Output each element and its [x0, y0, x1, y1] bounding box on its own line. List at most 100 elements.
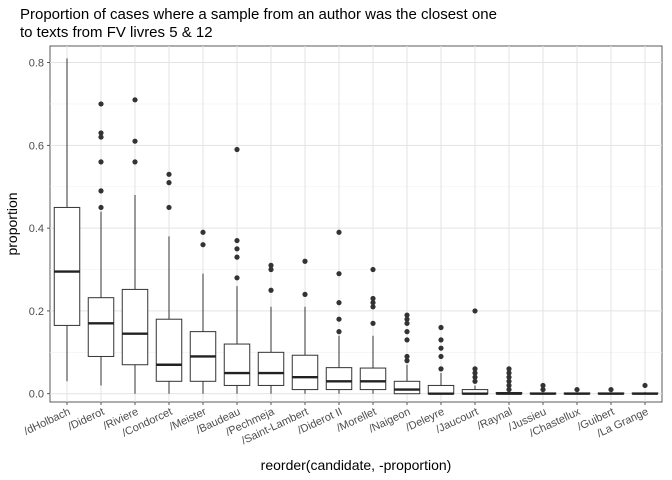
outlier-point [234, 254, 240, 260]
outlier-point [642, 382, 648, 389]
outlier-point [132, 97, 138, 103]
box-jussieu [529, 382, 557, 395]
box-diderot [87, 101, 115, 386]
box-naigeon [393, 312, 421, 395]
outlier-point [370, 300, 376, 306]
box-iqr [121, 288, 149, 366]
box-pechmeja [257, 262, 285, 394]
outlier-point [404, 320, 410, 326]
outlier-point [132, 138, 138, 144]
outlier-point [98, 159, 104, 165]
y-axis-ticks: 0.0 0.2 0.4 0.6 0.8 [29, 58, 50, 401]
outlier-point [336, 229, 342, 235]
x-tick-label: /dHolbach [22, 406, 72, 438]
outlier-point [268, 266, 274, 273]
outlier-point [472, 378, 478, 384]
x-axis-ticks: /dHolbach/Diderot/Riviere/Condorcet/Meis… [22, 402, 650, 447]
outlier-point [166, 204, 172, 211]
outlier-point [438, 324, 444, 331]
y-tick-label: 0.0 [29, 389, 44, 401]
outlier-point [336, 300, 342, 306]
outlier-point [506, 386, 512, 393]
box-iqr [325, 367, 353, 391]
outlier-point [370, 304, 376, 310]
box-iqr [87, 297, 115, 357]
outlier-point [166, 171, 172, 177]
outlier-point [336, 316, 342, 322]
box-chastellux [563, 386, 591, 395]
x-axis-title: reorder(candidate, -proportion) [261, 457, 452, 473]
outlier-point [574, 386, 580, 393]
outlier-point [268, 287, 274, 293]
outlier-point [336, 329, 342, 335]
outlier-point [404, 337, 410, 343]
outlier-point [370, 295, 376, 302]
outlier-point [438, 345, 444, 351]
y-tick-label: 0.2 [29, 306, 44, 318]
outlier-point [404, 329, 410, 335]
outlier-point [302, 291, 308, 297]
outlier-point [506, 366, 512, 372]
outlier-point [98, 188, 104, 194]
outlier-point [540, 382, 546, 389]
outlier-point [234, 246, 240, 252]
outlier-point [404, 353, 410, 360]
box-iqr [393, 380, 421, 395]
box-meister [189, 229, 217, 394]
outlier-point [404, 312, 410, 318]
outlier-point [506, 382, 512, 389]
outlier-point [370, 320, 376, 326]
outlier-point [540, 386, 546, 393]
box-iqr [427, 384, 455, 395]
outlier-point [472, 308, 478, 314]
box-iqr [291, 354, 319, 391]
outlier-point [506, 378, 512, 384]
outlier-point [438, 337, 444, 343]
outlier-point [370, 266, 376, 273]
x-tick-label: /Diderot [66, 406, 106, 433]
boxes-layer [53, 58, 659, 395]
box-iqr [257, 351, 285, 386]
outlier-point [132, 159, 138, 165]
outlier-point [200, 242, 206, 248]
outlier-point [404, 316, 410, 322]
box-la-grange [631, 382, 659, 395]
box-condorcet [155, 171, 183, 394]
outlier-point [472, 366, 478, 372]
outlier-point [268, 262, 274, 268]
y-tick-label: 0.4 [29, 223, 44, 235]
box-morellet [359, 266, 387, 394]
box-dholbach [53, 58, 81, 382]
box-deleyre [427, 324, 455, 395]
box-iqr [359, 367, 387, 391]
outlier-point [438, 353, 444, 360]
box-baudeau [223, 146, 251, 394]
outlier-point [98, 204, 104, 211]
box-raynal [495, 366, 523, 395]
outlier-point [302, 258, 308, 264]
outlier-point [472, 374, 478, 380]
box-iqr [223, 343, 251, 386]
chart-title: Proportion of cases where a sample from … [20, 6, 497, 41]
outlier-point [234, 146, 240, 153]
outlier-point [608, 386, 614, 393]
box-iqr [155, 318, 183, 382]
box-jaucourt [461, 308, 489, 395]
outlier-point [404, 358, 410, 364]
box-diderot-ii [325, 229, 353, 394]
y-tick-label: 0.8 [29, 58, 44, 70]
outlier-point [200, 229, 206, 235]
outlier-point [506, 374, 512, 380]
outlier-point [166, 180, 172, 186]
outlier-point [234, 237, 240, 244]
outlier-point [98, 134, 104, 140]
plot-panel [49, 45, 663, 403]
box-iqr [53, 206, 81, 326]
y-tick-label: 0.6 [29, 140, 44, 152]
outlier-point [336, 271, 342, 277]
box-saint-lambert [291, 258, 319, 394]
y-axis-title: proportion [4, 192, 20, 255]
outlier-point [98, 130, 104, 136]
outlier-point [98, 101, 104, 107]
